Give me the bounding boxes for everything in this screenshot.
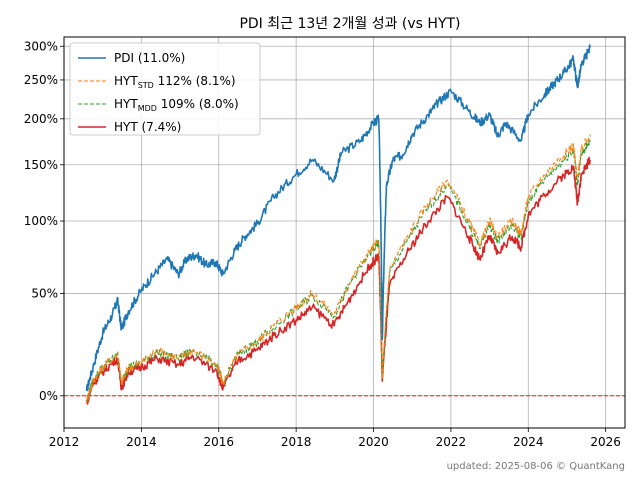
y-tick-label: 250%: [24, 73, 58, 87]
footer-credit: updated: 2025-08-06 © QuantKang: [447, 461, 625, 472]
legend-label: HYTSTD 112% (8.1%): [114, 74, 236, 90]
y-tick-label: 0%: [39, 389, 58, 403]
plot-frame: [63, 36, 626, 429]
y-axis: 0% 50% 100% 150% 200% 250% 300%: [24, 39, 64, 403]
chart-title: PDI 최근 13년 2개월 성과 (vs HYT): [239, 16, 460, 32]
y-tick-label: 200%: [24, 112, 58, 126]
legend-label-main: HYT: [114, 97, 138, 111]
legend-label-subscript: STD: [138, 81, 154, 90]
series-line-0: [85, 44, 591, 392]
x-tick-label: 2012: [49, 435, 80, 449]
x-tick-label: 2022: [436, 435, 467, 449]
y-tick-label: 50%: [31, 287, 58, 301]
series-line-3: [85, 156, 591, 405]
x-axis: 2012 2014 2016 2018 2020 2022 2024 2026: [49, 428, 621, 449]
x-tick-label: 2024: [513, 435, 544, 449]
legend-box: [69, 42, 261, 136]
legend: PDI (11.0%)HYTSTD 112% (8.1%)HYTMDD 109%…: [69, 42, 261, 136]
legend-label-tail: 109% (8.0%): [157, 97, 239, 111]
y-tick-label: 300%: [24, 39, 58, 53]
legend-label: HYTMDD 109% (8.0%): [114, 97, 239, 113]
series-line-2: [86, 137, 591, 402]
legend-label-tail: 112% (8.1%): [154, 74, 236, 88]
legend-label-main: HYT (7.4%): [114, 120, 181, 134]
legend-label: PDI (11.0%): [114, 51, 185, 65]
legend-label-main: PDI (11.0%): [114, 51, 185, 65]
y-tick-label: 150%: [24, 158, 58, 172]
x-tick-label: 2020: [358, 435, 389, 449]
series-line-1: [86, 134, 591, 404]
series-layer: [85, 44, 591, 405]
legend-label-main: HYT: [114, 74, 138, 88]
x-tick-label: 2014: [126, 435, 157, 449]
y-tick-label: 100%: [24, 214, 58, 228]
legend-label: HYT (7.4%): [114, 120, 181, 134]
legend-label-subscript: MDD: [138, 104, 157, 113]
x-tick-label: 2018: [281, 435, 312, 449]
x-tick-label: 2026: [590, 435, 621, 449]
x-tick-label: 2016: [203, 435, 234, 449]
